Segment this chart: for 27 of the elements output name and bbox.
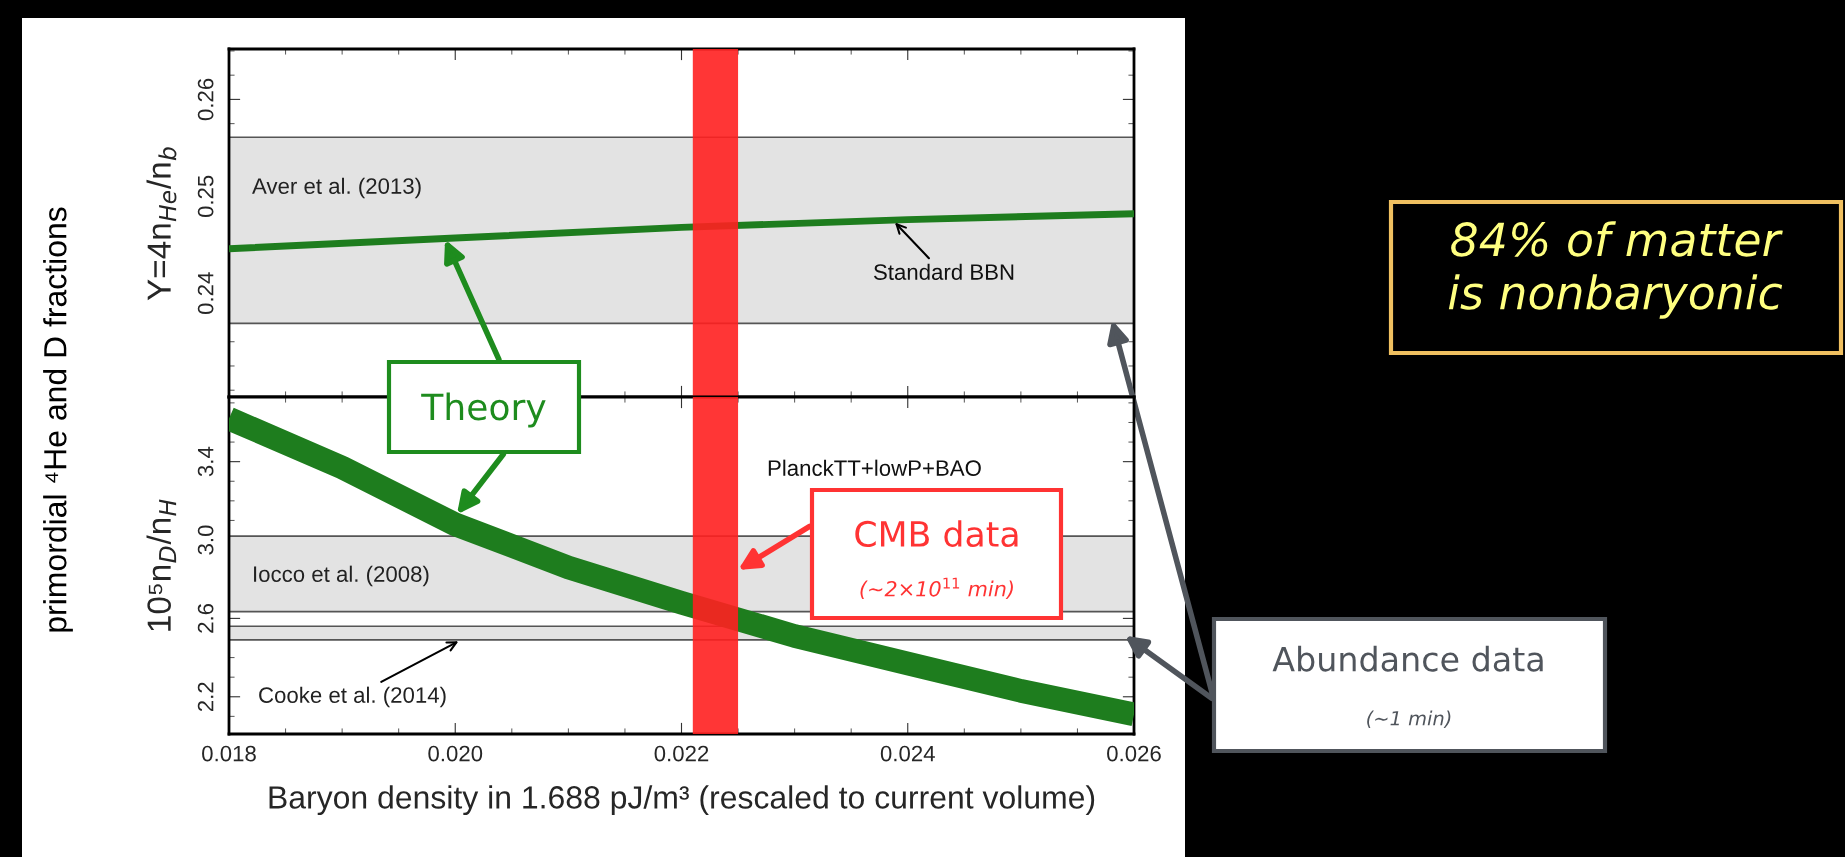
text: primordial ⁴He and D fractions: [43, 207, 73, 632]
x-axis-title: Baryon density in 1.688 pJ/m³ (rescaled to current volume): [269, 785, 1095, 816]
y-tick-label: 0.26: [197, 78, 214, 121]
x-tick-label: 0.022: [654, 745, 709, 762]
x-tick-label: 0.024: [880, 745, 935, 762]
text: Abundance data: [1272, 645, 1543, 672]
y-axis-title: Y=4n$_{He}$/n$_{b}$: [146, 147, 177, 301]
y-tick-label: 0.24: [197, 272, 214, 315]
y-tick-label: 0.25: [197, 175, 214, 218]
x-tick-label: 0.026: [1107, 745, 1161, 762]
y-tick-label: 3.0: [197, 525, 214, 555]
y-tick-label: 3.4: [197, 446, 214, 477]
band-label: Cooke et al. (2014): [259, 686, 446, 708]
y-axis-title: 10⁵n$_{D}$/n$_{H}$: [146, 499, 177, 631]
x-tick-label: 0.018: [202, 745, 256, 762]
annotation: Standard BBN: [873, 263, 1014, 280]
annotation: Theory: [421, 392, 546, 428]
y-tick-label: 2.6: [197, 603, 214, 633]
y-tick-label: 2.2: [197, 682, 214, 712]
band-label: Aver et al. (2013): [252, 177, 421, 199]
text: (~1 min): [1367, 710, 1451, 728]
band-label: Iocco et al. (2008): [254, 565, 429, 587]
annotation: CMB data: [855, 520, 1018, 548]
text: 84% of matter is nonbaryonic: [1448, 221, 1783, 319]
x-tick-label: 0.020: [428, 745, 483, 762]
annotation: (~2×10$^{11}$ min): [860, 577, 1013, 600]
annotation: PlanckTT+lowP+BAO: [768, 459, 981, 476]
